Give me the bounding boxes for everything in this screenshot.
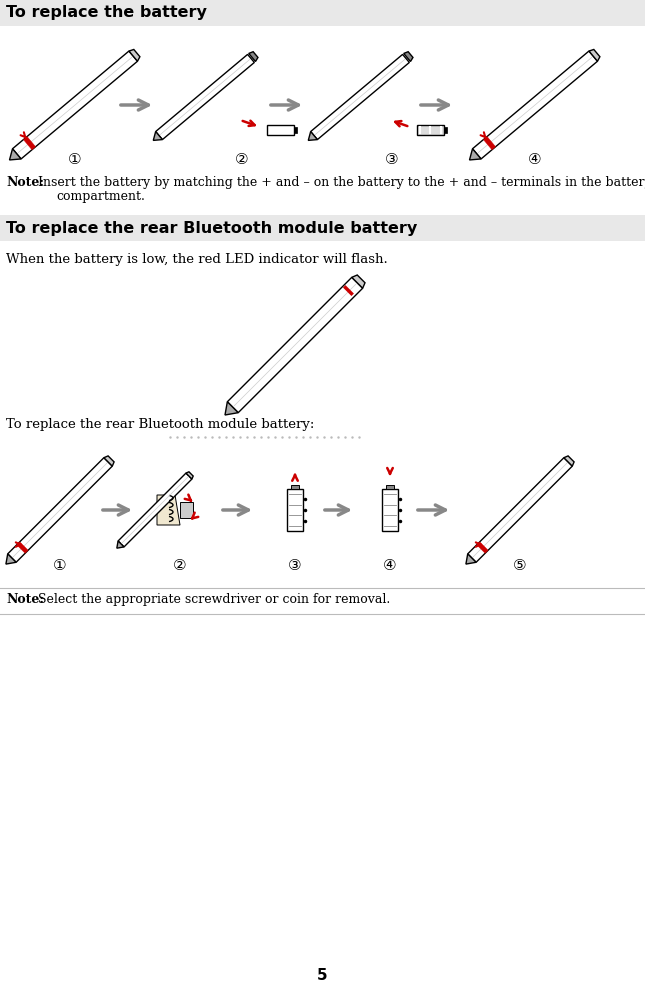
Text: Insert the battery by matching the + and – on the battery to the + and – termina: Insert the battery by matching the + and… <box>38 176 645 189</box>
Text: ⑤: ⑤ <box>513 557 527 572</box>
Polygon shape <box>6 554 16 564</box>
Text: ④: ④ <box>383 557 397 572</box>
Polygon shape <box>12 51 137 159</box>
Text: ②: ② <box>174 557 187 572</box>
Polygon shape <box>468 458 572 562</box>
Text: ③: ③ <box>288 557 302 572</box>
Bar <box>386 485 394 489</box>
Text: ①: ① <box>68 153 82 167</box>
Text: To replace the rear Bluetooth module battery:: To replace the rear Bluetooth module bat… <box>6 418 314 431</box>
Bar <box>417 125 444 136</box>
Text: To replace the rear Bluetooth module battery: To replace the rear Bluetooth module bat… <box>6 220 417 235</box>
Polygon shape <box>154 132 163 141</box>
Bar <box>293 128 297 133</box>
Polygon shape <box>157 495 180 525</box>
Text: Note:: Note: <box>6 593 44 606</box>
Text: ②: ② <box>235 153 249 167</box>
Text: To replace the battery: To replace the battery <box>6 6 207 21</box>
Polygon shape <box>186 472 194 479</box>
Polygon shape <box>466 554 476 564</box>
Bar <box>288 489 303 531</box>
Bar <box>0 0 645 26</box>
Polygon shape <box>8 458 112 562</box>
Bar <box>382 489 397 531</box>
Polygon shape <box>249 52 258 62</box>
Bar <box>291 485 299 489</box>
Text: ③: ③ <box>385 153 399 167</box>
Text: When the battery is low, the red LED indicator will flash.: When the battery is low, the red LED ind… <box>6 253 388 266</box>
Polygon shape <box>564 456 574 467</box>
Text: ④: ④ <box>528 153 542 167</box>
Text: compartment.: compartment. <box>56 190 145 203</box>
Polygon shape <box>589 50 600 61</box>
Polygon shape <box>470 149 481 160</box>
Bar <box>266 125 293 136</box>
Text: ①: ① <box>53 557 67 572</box>
Polygon shape <box>352 275 365 288</box>
Polygon shape <box>17 541 28 553</box>
Polygon shape <box>129 50 140 61</box>
Text: 5: 5 <box>317 967 328 982</box>
Text: Note:: Note: <box>6 176 44 189</box>
Bar <box>444 128 447 133</box>
Polygon shape <box>311 55 410 140</box>
Polygon shape <box>483 137 495 150</box>
Polygon shape <box>227 277 362 413</box>
Polygon shape <box>155 55 254 140</box>
Polygon shape <box>404 52 413 62</box>
Polygon shape <box>118 474 192 547</box>
Polygon shape <box>10 149 21 160</box>
Polygon shape <box>117 541 124 548</box>
Polygon shape <box>308 132 317 141</box>
Polygon shape <box>225 402 238 415</box>
Polygon shape <box>23 137 35 150</box>
Bar <box>0 215 645 241</box>
Polygon shape <box>104 456 114 467</box>
Text: Select the appropriate screwdriver or coin for removal.: Select the appropriate screwdriver or co… <box>38 593 390 606</box>
Polygon shape <box>477 541 488 553</box>
Polygon shape <box>473 51 597 159</box>
Polygon shape <box>180 502 193 518</box>
